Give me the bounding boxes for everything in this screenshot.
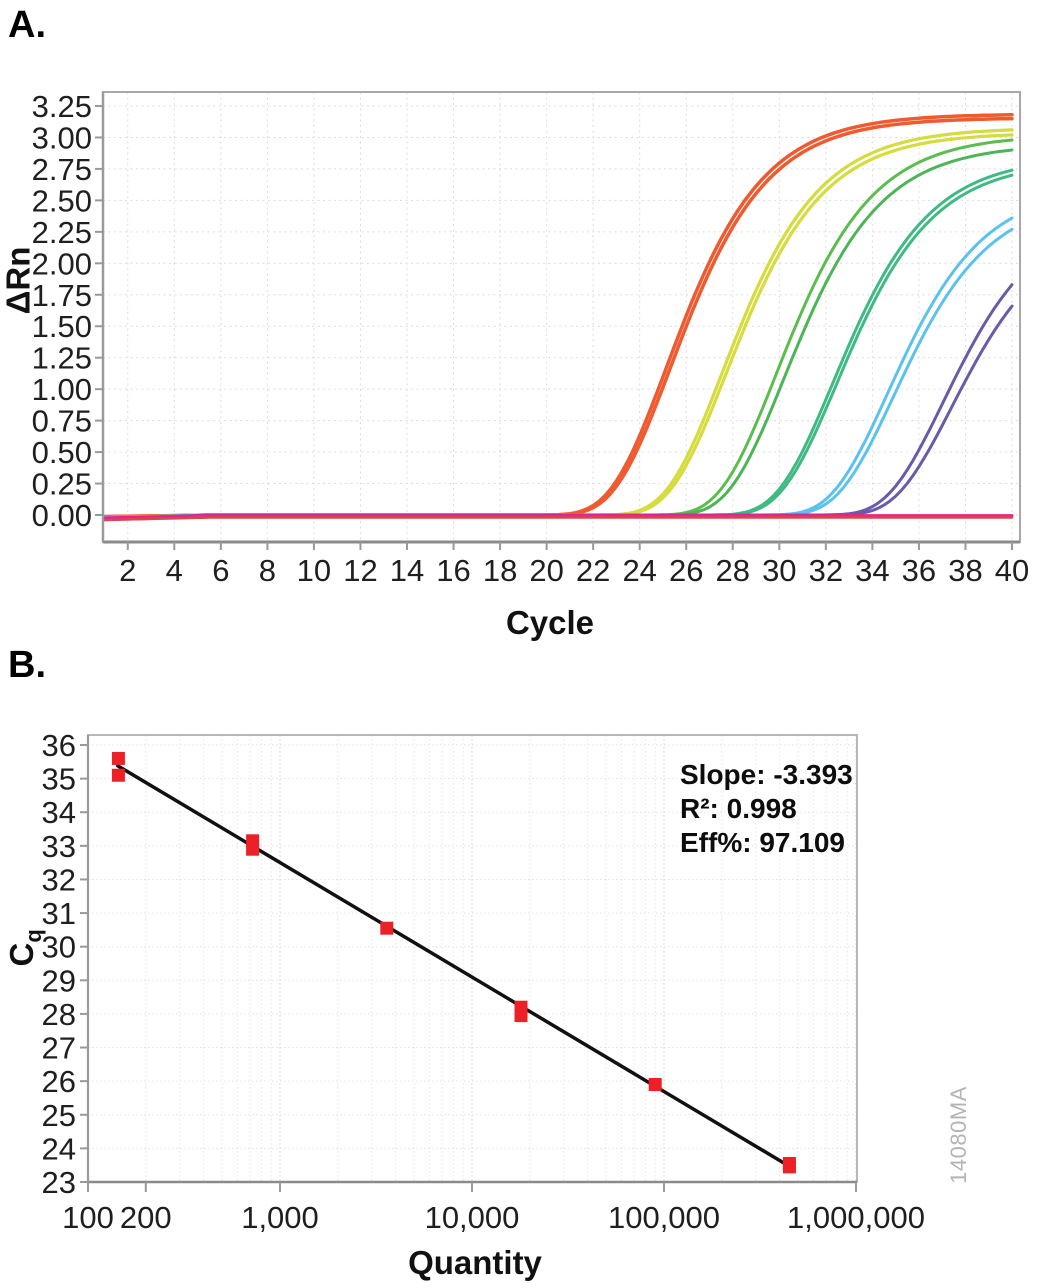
panel-a-x-tick-label: 32 — [809, 553, 843, 588]
panel-b-x-axis-title: Quantity — [408, 1244, 542, 1281]
panel-a-plot-border — [102, 91, 1021, 543]
panel-a-y-tick-label: 2.50 — [32, 183, 92, 218]
amplification-curve-orange-b — [102, 116, 1014, 520]
panel-a-y-tick-label: 1.25 — [32, 341, 92, 376]
panel-a-x-tick-label: 4 — [166, 553, 183, 588]
standard-curve-point — [782, 1160, 796, 1174]
amplification-curve-blue-b — [103, 227, 1014, 520]
panel-b-y-tick-label: 26 — [42, 1064, 76, 1099]
panel-b-y-tick-label: 25 — [42, 1098, 76, 1133]
standard-curve-point — [111, 751, 125, 765]
panel-a-x-tick-label: 30 — [762, 553, 796, 588]
panel-b-y-tick-label: 34 — [42, 795, 76, 830]
panel-b-y-tick-label: 30 — [42, 930, 76, 965]
regression-stats: Slope: -3.393 R²: 0.998 Eff%: 97.109 — [680, 758, 853, 860]
panel-a-x-tick-label: 28 — [716, 553, 750, 588]
amplification-flat-magenta — [103, 514, 1014, 520]
panel-b-y-tick-label: 28 — [42, 997, 76, 1032]
amplification-curve-green-b — [103, 148, 1014, 520]
panel-a-x-tick-label: 36 — [902, 553, 936, 588]
slope-value: Slope: -3.393 — [680, 759, 853, 790]
standard-curve-point — [380, 921, 394, 935]
panel-b-y-tick-label: 29 — [42, 963, 76, 998]
amplification-curve-yellow-a — [102, 128, 1014, 520]
panel-a-x-tick-label: 34 — [855, 553, 889, 588]
panel-b-y-tick-label: 23 — [42, 1165, 76, 1200]
panel-b-y-axis-title: Cq — [3, 903, 46, 993]
panel-a-y-tick-label: 0.25 — [32, 467, 92, 502]
amplification-curve-teal-b — [103, 173, 1014, 521]
panel-a-y-tick-label: 0.50 — [32, 435, 92, 470]
panel-a-y-tick-label: 2.00 — [32, 246, 92, 281]
panel-b-x-tick-label: 100,000 — [608, 1200, 720, 1235]
amplification-curves — [102, 113, 1014, 522]
panel-a-y-axis-title: ΔRn — [0, 246, 37, 315]
panel-a-y-tick-label: 0.00 — [32, 498, 92, 533]
panel-a-y-tick-label: 2.25 — [32, 215, 92, 250]
panel-b-y-tick-label: 24 — [42, 1131, 76, 1166]
panel-b-y-tick-label: 36 — [42, 728, 76, 763]
panel-a-x-tick-label: 20 — [529, 553, 563, 588]
panel-a-x-tick-label: 12 — [343, 553, 377, 588]
panel-a-x-tick-label: 14 — [390, 553, 424, 588]
panel-b-y-tick-label: 33 — [42, 829, 76, 864]
cq-label-sub: q — [20, 929, 46, 943]
panel-a-label: A. — [8, 4, 46, 46]
panel-a-x-tick-label: 8 — [259, 553, 276, 588]
panel-a-x-axis-title: Cycle — [505, 604, 595, 641]
panel-b-y-tick-label: 35 — [42, 762, 76, 797]
panel-a-y-tick-label: 2.75 — [32, 152, 92, 187]
panel-b-x-tick-label: 100 — [62, 1200, 114, 1235]
panel-a-x-tick-label: 6 — [212, 553, 229, 588]
standard-curve-point — [648, 1078, 662, 1092]
panel-a-x-tick-label: 16 — [436, 553, 470, 588]
panel-a-y-tick-label: 1.75 — [32, 278, 92, 313]
panel-a-x-tick-label: 22 — [576, 553, 610, 588]
panel-b-y-tick-label: 31 — [42, 896, 76, 931]
standard-curve-point — [246, 842, 260, 856]
panel-a-x-tick-label: 40 — [995, 553, 1029, 588]
panel-a-x-tick-label: 38 — [948, 553, 982, 588]
panel-b-label: B. — [8, 644, 46, 686]
panel-b-x-tick-label: 1,000 — [241, 1200, 319, 1235]
standard-curve-point — [111, 768, 125, 782]
amplification-curve-purple-b — [103, 304, 1014, 522]
panel-a-y-tick-label: 1.00 — [32, 372, 92, 407]
amplification-curve-green-a — [103, 138, 1014, 521]
panel-b-x-tick-label: 10,000 — [425, 1200, 520, 1235]
amplification-flat-crimson — [103, 516, 1014, 522]
panel-a-y-tick-label: 1.50 — [32, 309, 92, 344]
amplification-curve-teal-a — [103, 168, 1014, 520]
panel-b-x-tick-label: 1,000,000 — [787, 1200, 925, 1235]
trend-line — [116, 764, 793, 1169]
panel-a-y-tick-label: 0.75 — [32, 404, 92, 439]
panel-a-x-tick-label: 24 — [622, 553, 656, 588]
panel-a-y-tick-label: 3.25 — [32, 89, 92, 124]
efficiency-value: Eff%: 97.109 — [680, 827, 845, 858]
amplification-curve-orange-a — [102, 113, 1014, 519]
r-squared-value: R²: 0.998 — [680, 793, 797, 824]
panel-a-x-tick-label: 10 — [297, 553, 331, 588]
panel-a-x-tick-label: 18 — [483, 553, 517, 588]
panel-a-x-tick-label: 2 — [119, 553, 136, 588]
panel-a-x-tick-label: 26 — [669, 553, 703, 588]
panel-b-y-tick-label: 27 — [42, 1031, 76, 1066]
panel-b-y-tick-label: 32 — [42, 862, 76, 897]
panel-a-plot: 2 4 6 8 10 12 14 16 18 20 22 24 26 28 30 32 34 36 38 400.00… — [32, 89, 1030, 588]
standard-curve-point — [514, 1009, 528, 1023]
watermark: 14080MA — [946, 1086, 971, 1184]
panel-a-y-tick-label: 3.00 — [32, 120, 92, 155]
panel-b-x-tick-label: 200 — [120, 1200, 172, 1235]
cq-label-main: C — [3, 942, 41, 967]
